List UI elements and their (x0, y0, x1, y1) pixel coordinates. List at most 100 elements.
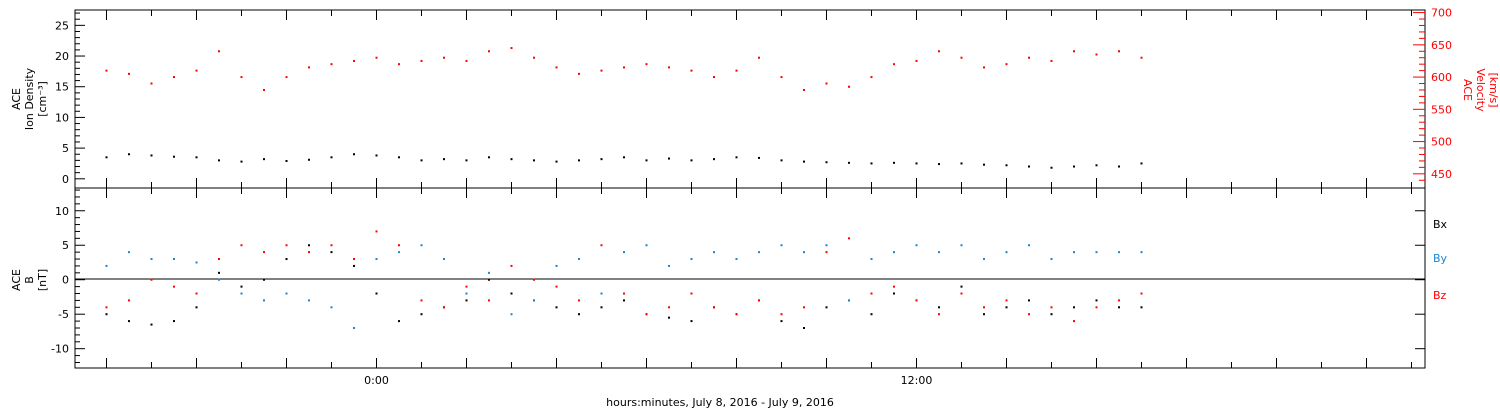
top-ylabel-line-1: ACE (10, 88, 23, 110)
density-point (915, 162, 918, 165)
density-point (555, 160, 558, 163)
bx-point (150, 323, 153, 326)
by-point (420, 244, 423, 247)
bx-point (983, 313, 985, 316)
by-point (803, 251, 805, 254)
velocity-point (1140, 56, 1143, 59)
density-point (1140, 162, 1143, 165)
bz-point (1028, 313, 1030, 316)
velocity-point (488, 50, 490, 53)
bz-point (713, 306, 715, 309)
bx-point (128, 320, 130, 323)
bz-point (308, 251, 310, 254)
bx-point (1005, 306, 1008, 309)
by-point (218, 278, 220, 281)
bz-point (465, 285, 468, 288)
bx-point (195, 306, 198, 309)
top-panel-frame (74, 9, 1426, 189)
bx-point (870, 313, 873, 316)
velocity-point (825, 82, 828, 85)
bz-point (1095, 306, 1098, 309)
bx-point (578, 313, 580, 316)
velocity-point (420, 59, 423, 62)
bz-point (825, 251, 828, 254)
by-point (443, 258, 445, 261)
bz-point (1118, 299, 1120, 302)
velocity-point (128, 72, 130, 75)
bz-point (510, 264, 513, 267)
bz-point (623, 292, 625, 295)
top-y2-tick-label: 500 (1431, 136, 1452, 149)
density-point (825, 161, 828, 164)
by-point (128, 251, 130, 254)
by-point (1050, 258, 1053, 261)
bx-point (105, 313, 108, 316)
bx-point (668, 316, 670, 319)
velocity-point (105, 69, 108, 72)
by-point (1028, 244, 1030, 247)
by-point (150, 258, 153, 261)
by-point (825, 244, 828, 247)
bz-point (645, 313, 648, 316)
bottom-ylabel-line-2: B (23, 276, 36, 284)
bz-point (173, 285, 175, 288)
bx-point (218, 271, 220, 274)
density-point (870, 162, 873, 165)
bx-point (398, 320, 400, 323)
velocity-point (195, 69, 198, 72)
by-point (555, 264, 558, 267)
density-point (195, 156, 198, 159)
bottom-y-tick-label: 0 (62, 274, 69, 287)
by-point (398, 251, 400, 254)
top-ylabel-line-2: Ion Density (23, 67, 36, 130)
bx-point (330, 251, 333, 254)
top-y-tick-label: 25 (55, 19, 69, 32)
bz-point (443, 306, 445, 309)
density-point (218, 159, 220, 162)
bx-point (623, 299, 625, 302)
bx-point (240, 285, 243, 288)
bottom-panel-frame (74, 187, 1426, 369)
velocity-point (465, 59, 468, 62)
by-point (173, 258, 175, 261)
velocity-point (533, 56, 535, 59)
bx-point (1028, 299, 1030, 302)
density-point (510, 158, 513, 161)
velocity-point (1118, 50, 1120, 53)
top-y-tick-label: 0 (62, 173, 69, 186)
density-point (645, 159, 648, 162)
by-point (1118, 251, 1120, 254)
velocity-point (893, 63, 895, 66)
bz-point (848, 237, 850, 240)
density-point (690, 159, 693, 162)
velocity-point (1073, 50, 1075, 53)
bx-point (803, 327, 805, 329)
velocity-point (600, 69, 603, 72)
bz-point (1140, 292, 1143, 295)
top-y-tick-label: 5 (62, 142, 69, 155)
density-point (623, 156, 625, 159)
density-point (893, 161, 895, 164)
x-tick-label: 0:00 (364, 374, 389, 387)
legend-by: By (1433, 252, 1448, 265)
density-point (758, 156, 760, 159)
by-point (263, 299, 265, 302)
bx-point (893, 292, 895, 295)
velocity-point (758, 56, 760, 59)
bz-point (870, 292, 873, 295)
bx-point (1073, 306, 1075, 309)
density-point (443, 158, 445, 161)
by-point (578, 258, 580, 261)
by-point (893, 251, 895, 254)
bx-point (1140, 306, 1143, 309)
density-point (330, 156, 333, 159)
bz-point (285, 244, 288, 247)
top-y2-tick-label: 650 (1431, 39, 1452, 52)
density-point (285, 159, 288, 162)
bx-point (465, 299, 468, 302)
x-tick-label: 12:00 (901, 374, 933, 387)
density-point (1005, 164, 1008, 167)
density-point (983, 163, 985, 166)
x-axis-title: hours:minutes, July 8, 2016 - July 9, 20… (606, 396, 834, 409)
by-point (623, 251, 625, 254)
